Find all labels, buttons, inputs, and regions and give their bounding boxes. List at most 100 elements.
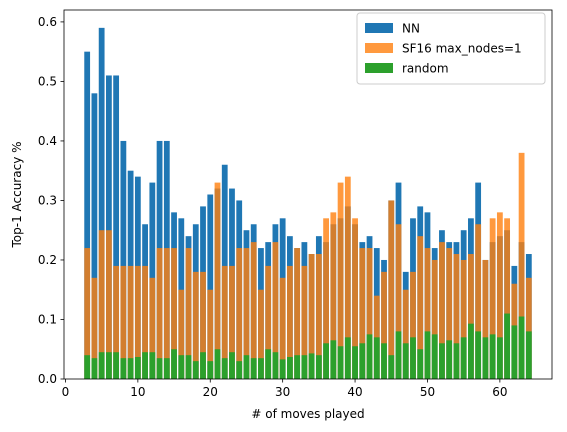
bar-sf16-48 — [410, 271, 416, 379]
bar-sf16-45 — [388, 200, 395, 379]
bar-sf16-6 — [105, 230, 112, 379]
bar-sf16-10 — [134, 265, 141, 379]
bar-random-50 — [424, 331, 431, 379]
legend-swatch — [365, 23, 393, 33]
bar-random-19 — [200, 352, 206, 379]
x-tick-label: 20 — [203, 385, 218, 399]
bar-sf16-34 — [308, 254, 315, 379]
y-tick-label: 0.4 — [38, 134, 57, 148]
bar-random-40 — [352, 346, 358, 379]
bar-sf16-27 — [258, 289, 264, 379]
bar-random-64 — [525, 331, 532, 379]
bar-sf16-56 — [468, 254, 474, 379]
y-tick-label: 0.5 — [38, 75, 57, 89]
bar-nn-3 — [84, 51, 91, 380]
bar-nn-4 — [91, 93, 98, 380]
bar-random-32 — [294, 355, 301, 379]
bar-sf16-59 — [489, 218, 496, 379]
bar-sf16-57 — [475, 224, 482, 379]
bar-sf16-28 — [265, 265, 272, 379]
bar-random-17 — [185, 355, 192, 379]
bar-random-21 — [214, 349, 221, 379]
bar-sf16-44 — [381, 271, 387, 379]
bar-random-20 — [207, 361, 214, 379]
bar-sf16-55 — [460, 259, 467, 379]
bar-sf16-15 — [171, 248, 177, 379]
bar-random-41 — [359, 343, 366, 379]
bar-sf16-3 — [84, 248, 91, 379]
x-tick-label: 50 — [420, 385, 435, 399]
bar-random-3 — [84, 355, 91, 379]
bar-sf16-17 — [185, 248, 192, 379]
bar-random-58 — [482, 337, 489, 379]
bar-sf16-20 — [207, 289, 214, 379]
bar-sf16-54 — [453, 254, 460, 379]
y-axis-label: Top-1 Accuracy % — [10, 141, 24, 248]
bar-random-6 — [105, 352, 112, 379]
bar-random-51 — [431, 334, 438, 379]
bar-nn-7 — [113, 75, 120, 379]
bar-sf16-40 — [352, 218, 358, 379]
bar-sf16-13 — [156, 248, 163, 379]
bar-random-25 — [243, 355, 250, 379]
bar-random-49 — [417, 349, 424, 379]
bar-sf16-5 — [98, 230, 105, 379]
bar-random-8 — [120, 358, 127, 379]
legend-swatch — [365, 43, 393, 53]
bar-sf16-61 — [504, 218, 511, 379]
bar-random-60 — [496, 337, 503, 379]
bar-sf16-12 — [149, 277, 156, 379]
bar-random-10 — [134, 356, 141, 379]
bar-random-35 — [315, 355, 322, 379]
y-tick-label: 0.6 — [38, 15, 57, 29]
bar-sf16-37 — [330, 212, 337, 379]
y-tick-label: 0.2 — [38, 253, 57, 267]
bar-sf16-18 — [192, 271, 199, 379]
bar-random-57 — [475, 331, 482, 379]
bar-random-5 — [98, 352, 105, 379]
bar-random-22 — [221, 358, 228, 379]
x-tick-label: 60 — [492, 385, 507, 399]
bar-sf16-30 — [279, 277, 286, 379]
plot-frame — [63, 9, 553, 380]
bar-random-27 — [258, 358, 264, 379]
bar-sf16-29 — [272, 242, 279, 379]
x-tick-label: 10 — [130, 385, 145, 399]
bar-random-34 — [308, 353, 315, 379]
bar-sf16-11 — [142, 265, 148, 379]
bar-random-61 — [504, 313, 511, 379]
bar-random-13 — [156, 358, 163, 379]
bar-sf16-25 — [243, 248, 250, 379]
bar-random-15 — [171, 349, 177, 379]
x-tick-label: 40 — [347, 385, 362, 399]
bar-random-11 — [142, 352, 148, 379]
bar-sf16-16 — [178, 289, 185, 379]
bar-random-23 — [229, 352, 235, 379]
bar-sf16-9 — [127, 265, 134, 379]
bar-random-42 — [366, 334, 373, 379]
bar-sf16-42 — [366, 248, 373, 379]
bar-sf16-14 — [163, 248, 170, 379]
legend-label: SF16 max_nodes=1 — [402, 42, 522, 56]
bar-random-9 — [127, 358, 134, 379]
bar-random-55 — [460, 337, 467, 379]
bar-sf16-31 — [287, 265, 293, 379]
bar-random-18 — [192, 361, 199, 379]
bar-sf16-52 — [439, 242, 445, 379]
bar-random-52 — [439, 343, 445, 379]
bar-random-30 — [279, 359, 286, 379]
x-tick-label: 30 — [275, 385, 290, 399]
bar-random-31 — [287, 356, 293, 379]
bar-nn-6 — [105, 75, 112, 379]
bar-sf16-21 — [214, 182, 221, 379]
y-tick-label: 0.3 — [38, 194, 57, 208]
bar-sf16-32 — [294, 248, 301, 379]
bar-random-56 — [468, 323, 474, 379]
bar-sf16-63 — [518, 152, 525, 379]
bar-random-37 — [330, 340, 337, 379]
bar-random-53 — [446, 340, 453, 379]
bar-random-38 — [337, 346, 344, 379]
bar-random-54 — [453, 343, 460, 379]
bar-sf16-24 — [236, 248, 243, 379]
